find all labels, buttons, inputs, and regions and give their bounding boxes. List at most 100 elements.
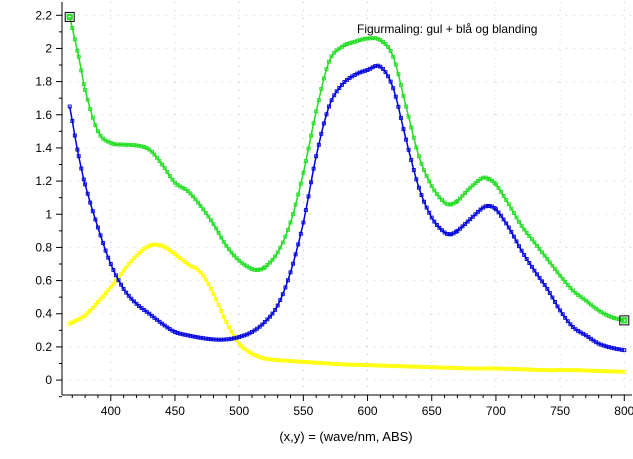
- data-point: [131, 256, 136, 261]
- data-point: [499, 189, 504, 194]
- data-point: [514, 215, 519, 220]
- data-point: [560, 368, 565, 373]
- data-point: [553, 300, 557, 304]
- data-point: [529, 264, 534, 269]
- data-point: [211, 291, 216, 296]
- data-point: [427, 365, 432, 370]
- data-point: [463, 222, 468, 226]
- data-point: [119, 271, 124, 276]
- data-point: [93, 303, 98, 307]
- data-point: [594, 368, 599, 373]
- data-point: [342, 80, 347, 85]
- data-point: [303, 159, 308, 164]
- data-point: [203, 277, 208, 282]
- data-point: [309, 360, 314, 365]
- data-point: [180, 332, 185, 337]
- data-point: [134, 301, 139, 306]
- data-point: [363, 363, 367, 368]
- data-point: [314, 109, 319, 114]
- data-point: [252, 267, 257, 272]
- data-point: [283, 234, 288, 239]
- data-point: [296, 242, 301, 247]
- data-point: [83, 313, 88, 318]
- data-point: [216, 230, 221, 235]
- data-point: [306, 146, 311, 151]
- data-point: [473, 212, 478, 217]
- y-tick-label: 0.2: [35, 340, 52, 354]
- data-point: [537, 247, 542, 252]
- data-point: [291, 212, 296, 217]
- marker-layer: [64, 11, 630, 326]
- data-point: [103, 291, 108, 296]
- data-point: [370, 363, 375, 368]
- data-point: [260, 322, 265, 327]
- data-point: [219, 235, 224, 240]
- data-point: [565, 319, 570, 324]
- data-point: [424, 174, 429, 178]
- data-point: [111, 282, 116, 286]
- x-tick-label: 800: [614, 404, 633, 418]
- data-point: [363, 68, 367, 73]
- data-point: [160, 162, 165, 167]
- data-point: [339, 82, 344, 87]
- data-point: [434, 192, 439, 197]
- data-point: [211, 222, 216, 227]
- data-point: [434, 223, 439, 227]
- data-point: [111, 267, 116, 272]
- data-point: [173, 330, 177, 334]
- data-point: [76, 54, 81, 59]
- data-point: [101, 241, 106, 246]
- data-point: [383, 42, 388, 47]
- data-point: [124, 265, 129, 270]
- data-point: [558, 273, 563, 278]
- data-point: [85, 311, 90, 316]
- data-point: [524, 230, 529, 235]
- data-point: [319, 87, 324, 91]
- data-point: [568, 285, 573, 290]
- data-point: [262, 265, 267, 270]
- data-point: [332, 93, 337, 98]
- y-tick-label: 1.4: [35, 141, 52, 155]
- data-point: [517, 244, 521, 249]
- data-point: [270, 257, 275, 262]
- data-point: [155, 317, 159, 322]
- data-point: [496, 185, 501, 190]
- data-point: [493, 207, 498, 212]
- data-point: [468, 185, 473, 190]
- data-point: [522, 227, 527, 232]
- data-point: [113, 273, 118, 278]
- data-point: [347, 41, 352, 46]
- data-point: [121, 268, 126, 273]
- data-point: [321, 76, 326, 81]
- data-point: [522, 253, 527, 257]
- y-tick-label: 1.8: [35, 75, 52, 89]
- data-point: [391, 86, 396, 91]
- data-point: [406, 114, 411, 119]
- data-point: [288, 220, 293, 225]
- data-point: [101, 294, 106, 299]
- data-point: [393, 62, 398, 67]
- data-point: [396, 72, 401, 77]
- data-point: [208, 286, 213, 291]
- x-tick-label: 500: [229, 404, 249, 418]
- data-point: [108, 285, 113, 290]
- data-point: [265, 317, 270, 322]
- data-point: [532, 268, 537, 273]
- data-point: [70, 26, 75, 31]
- data-point: [85, 191, 90, 196]
- data-point: [424, 205, 429, 210]
- data-point: [422, 199, 426, 204]
- data-point: [324, 112, 329, 117]
- data-point: [553, 267, 557, 272]
- data-point: [406, 147, 411, 152]
- data-point: [545, 286, 550, 291]
- data-point: [119, 282, 124, 287]
- data-point: [622, 318, 627, 323]
- data-point: [622, 348, 627, 353]
- data-point: [573, 290, 578, 295]
- data-point: [206, 214, 211, 219]
- data-point: [237, 341, 242, 346]
- data-point: [519, 248, 524, 253]
- data-point: [499, 213, 504, 218]
- data-point: [378, 64, 383, 69]
